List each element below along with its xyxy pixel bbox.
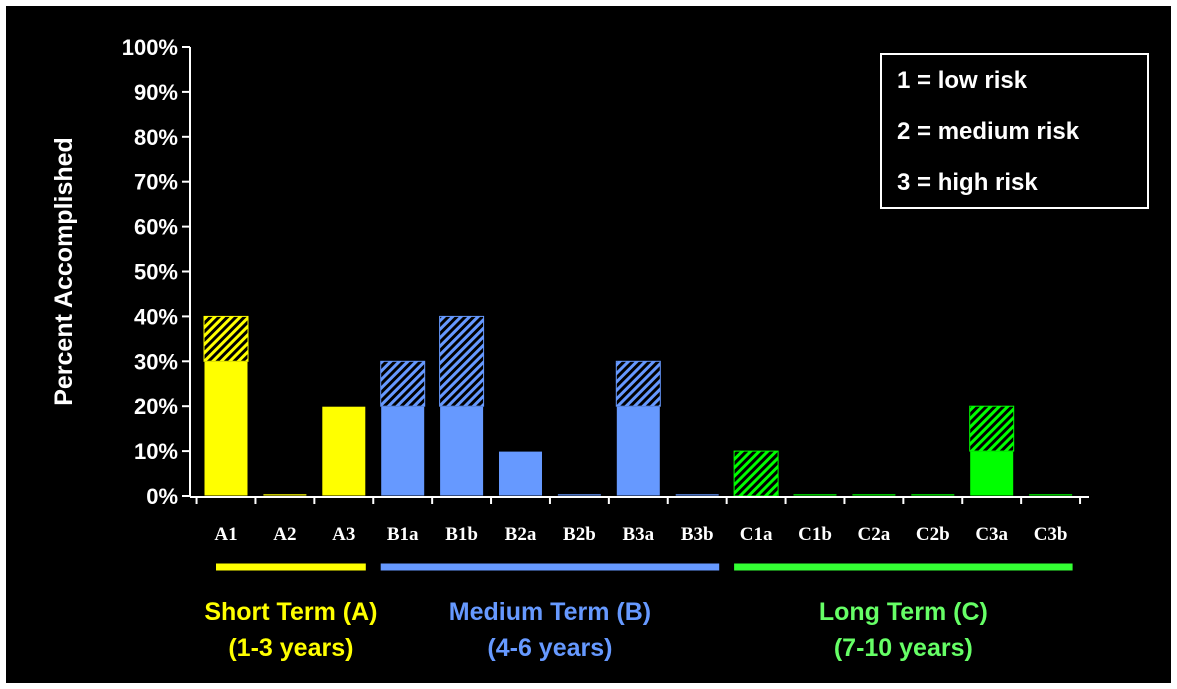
hatched-bar-C3a — [970, 406, 1014, 451]
bar-B3b — [675, 494, 719, 496]
bar-A3 — [322, 406, 366, 496]
x-tick-label: C3b — [1034, 524, 1068, 545]
y-tick-label: 100% — [122, 35, 178, 60]
y-tick-label: 80% — [134, 125, 178, 150]
bar-B1b — [440, 406, 484, 496]
y-tick-label: 30% — [134, 349, 178, 374]
x-tick-label: B2b — [563, 524, 596, 545]
y-axis-title: Percent Accomplished — [50, 137, 78, 406]
bar-B2a — [499, 451, 543, 496]
x-tick-label: B1a — [387, 524, 419, 545]
bar-B3a — [616, 406, 660, 496]
group-sublabel: (1-3 years) — [228, 634, 353, 662]
bar-C3a — [970, 451, 1014, 496]
x-tick-label: C2a — [858, 524, 891, 545]
x-tick-label: A3 — [332, 524, 355, 545]
y-tick-label: 20% — [134, 394, 178, 419]
y-tick-label: 10% — [134, 439, 178, 464]
x-tick-label: C3a — [975, 524, 1008, 545]
x-tick-label: A1 — [214, 524, 237, 545]
group-sublabel: (7-10 years) — [834, 634, 973, 662]
bar-C3b — [1029, 494, 1073, 496]
y-tick-label: 40% — [134, 304, 178, 329]
hatched-bar-A1 — [204, 316, 248, 361]
bar-B1a — [381, 406, 425, 496]
x-tick-label: A2 — [273, 524, 296, 545]
bar-C2b — [911, 494, 955, 496]
legend-entry: 3 = high risk — [897, 169, 1038, 196]
group-label: Medium Term (B) — [449, 598, 651, 626]
x-tick-label: B1b — [445, 524, 478, 545]
group-sublabel: (4-6 years) — [487, 634, 612, 662]
y-tick-label: 90% — [134, 80, 178, 105]
x-tick-label: C1b — [798, 524, 832, 545]
x-tick-label: B2a — [505, 524, 537, 545]
group-label: Long Term (C) — [819, 598, 988, 626]
y-tick-label: 60% — [134, 215, 178, 240]
chart-frame: 0% 10% 20% 30% 40% 50% 60% 70% 80% 90% 100% Percent… — [6, 6, 1171, 683]
legend-entry: 2 = medium risk — [897, 118, 1080, 145]
group-label: Short Term (A) — [204, 598, 377, 626]
y-tick-label: 0% — [146, 484, 178, 509]
bar-A2 — [263, 494, 307, 496]
x-tick-label: B3b — [681, 524, 714, 545]
bar-chart: 0% 10% 20% 30% 40% 50% 60% 70% 80% 90% 100% Percent… — [6, 6, 1171, 683]
bar-A1 — [204, 361, 248, 496]
hatched-bar-B1b — [440, 316, 484, 406]
legend-entry: 1 = low risk — [897, 67, 1028, 94]
x-tick-label: C1a — [740, 524, 773, 545]
bar-C2a — [852, 494, 896, 496]
y-tick-label: 70% — [134, 170, 178, 195]
legend: 1 = low risk 2 = medium risk 3 = high risk — [881, 54, 1148, 208]
x-tick-label: B3a — [622, 524, 654, 545]
bar-C1b — [793, 494, 837, 496]
x-tick-label: C2b — [916, 524, 950, 545]
hatched-bar-B1a — [381, 361, 425, 406]
y-tick-label: 50% — [134, 260, 178, 285]
hatched-bar-C1a — [734, 451, 778, 496]
hatched-bar-B3a — [616, 361, 660, 406]
term-groups: Short Term (A) (1-3 years) Medium Term (B)… — [204, 567, 1072, 662]
bar-B2b — [557, 494, 601, 496]
